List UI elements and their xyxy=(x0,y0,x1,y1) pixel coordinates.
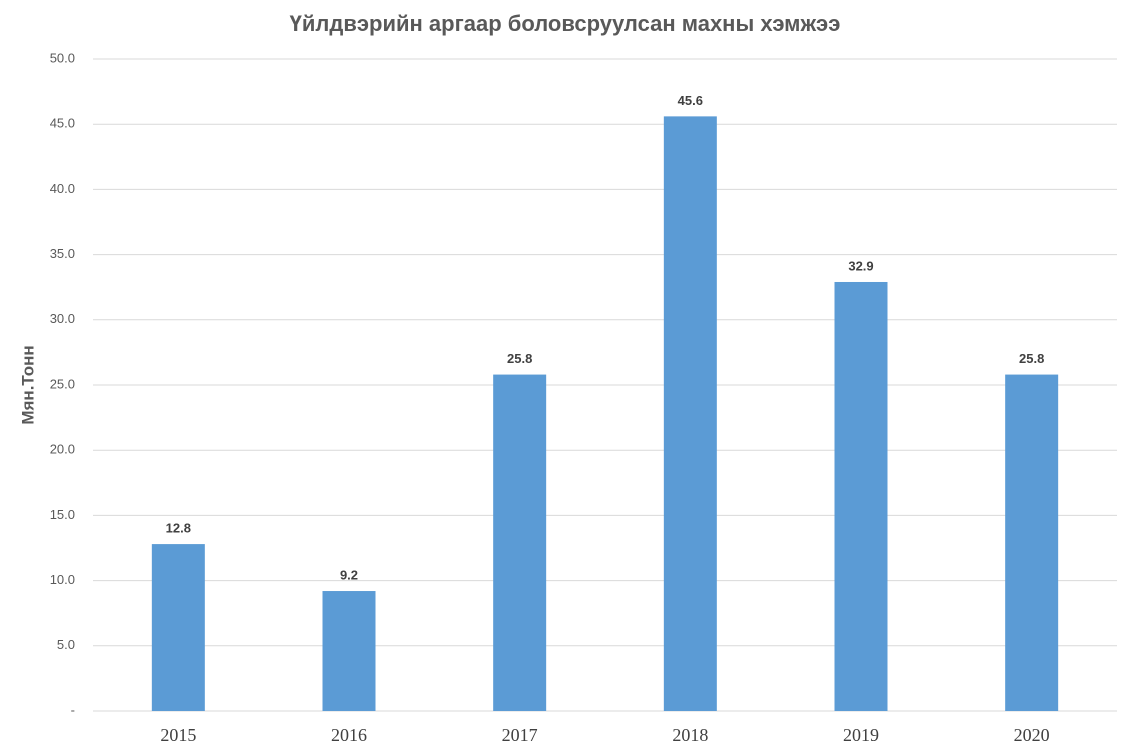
bar xyxy=(322,591,376,711)
bar xyxy=(834,281,888,711)
y-tick-label: - xyxy=(71,702,75,717)
y-tick-label: 35.0 xyxy=(50,246,75,261)
data-label: 25.8 xyxy=(1019,351,1044,366)
y-tick-label: 15.0 xyxy=(50,507,75,522)
y-tick-label: 20.0 xyxy=(50,442,75,457)
data-label: 32.9 xyxy=(848,258,873,273)
x-tick-label: 2019 xyxy=(843,725,879,745)
y-tick-label: 45.0 xyxy=(50,116,75,131)
x-tick-label: 2020 xyxy=(1014,725,1050,745)
y-tick-label: 25.0 xyxy=(50,376,75,391)
data-label: 9.2 xyxy=(340,567,358,582)
y-tick-label: 5.0 xyxy=(57,637,75,652)
data-label: 45.6 xyxy=(678,93,703,108)
bar xyxy=(493,374,547,711)
y-tick-label: 30.0 xyxy=(50,311,75,326)
y-tick-label: 10.0 xyxy=(50,572,75,587)
x-tick-label: 2015 xyxy=(160,725,196,745)
data-label: 12.8 xyxy=(166,521,191,536)
chart-title: Үйлдвэрийн аргаар боловсруулсан махны хэ… xyxy=(290,11,841,36)
y-axis-label: Мян.Тонн xyxy=(18,345,37,424)
bar xyxy=(663,116,717,712)
x-tick-label: 2016 xyxy=(331,725,367,745)
x-tick-label: 2018 xyxy=(672,725,708,745)
y-tick-label: 50.0 xyxy=(50,50,75,65)
data-label: 25.8 xyxy=(507,351,532,366)
x-tick-label: 2017 xyxy=(502,725,538,745)
y-tick-label: 40.0 xyxy=(50,181,75,196)
bar xyxy=(1005,374,1059,711)
bar xyxy=(151,544,205,711)
